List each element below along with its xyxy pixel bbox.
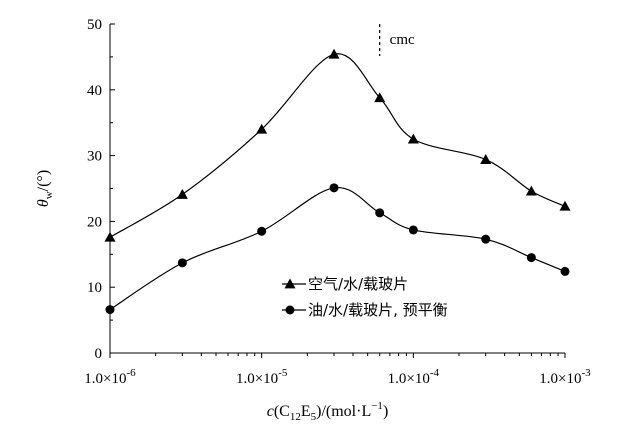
x-tick-label: 1.0×10-4 — [388, 367, 440, 387]
data-point — [256, 123, 268, 134]
x-tick-label: 1.0×10-3 — [539, 367, 591, 387]
data-point — [105, 305, 115, 315]
data-point — [329, 183, 339, 193]
x-label-var: c — [267, 403, 274, 420]
data-point — [408, 225, 418, 235]
x-tick-mantissa: 1.0×10 — [236, 371, 278, 387]
x-label-part: (C — [274, 403, 290, 420]
x-label-part: )/(mol·L — [316, 403, 371, 420]
x-label-sub: 12 — [290, 411, 301, 423]
y-tick-label: 50 — [87, 17, 102, 33]
x-label-part: E — [301, 403, 311, 420]
legend-label: 油/水/载玻片, 预平衡 — [308, 301, 448, 319]
legend-marker — [284, 278, 296, 289]
legend-marker — [285, 305, 295, 315]
x-tick-mantissa: 1.0×10 — [84, 371, 126, 387]
x-tick-exponent: -5 — [278, 367, 288, 379]
series-1 — [104, 48, 571, 242]
y-label-sub: w — [43, 191, 55, 199]
data-point — [525, 185, 537, 196]
data-point — [407, 133, 419, 144]
y-tick-label: 40 — [87, 83, 102, 99]
x-tick-label: 1.0×10-5 — [236, 367, 288, 387]
data-point — [480, 154, 492, 164]
x-label-part: ) — [383, 403, 388, 420]
y-tick-label: 30 — [87, 149, 102, 165]
data-point — [177, 258, 187, 268]
y-label-part: /(°) — [35, 170, 52, 192]
y-tick-label: 10 — [87, 280, 102, 296]
x-tick-exponent: -6 — [127, 367, 137, 379]
x-tick-mantissa: 1.0×10 — [388, 371, 430, 387]
y-tick-label: 0 — [95, 346, 103, 362]
data-point — [104, 231, 116, 242]
x-axis-label: c(C12E5)/(mol·L−1) — [267, 400, 389, 423]
series-line — [109, 187, 566, 311]
x-tick-exponent: -4 — [430, 367, 440, 379]
series-line — [109, 53, 566, 238]
data-point — [526, 253, 536, 263]
data-point — [481, 234, 491, 244]
data-point — [375, 208, 385, 218]
x-label-sup: −1 — [371, 400, 383, 412]
legend-label: 空气/水/载玻片 — [308, 275, 408, 293]
data-point — [257, 226, 267, 236]
y-axis-label: θw/(°) — [35, 170, 55, 207]
y-label-var: θ — [35, 199, 52, 207]
data-point — [328, 48, 340, 59]
x-tick-exponent: -3 — [582, 367, 592, 379]
data-point — [559, 200, 571, 211]
y-tick-label: 20 — [87, 214, 102, 230]
x-tick-mantissa: 1.0×10 — [539, 371, 581, 387]
x-tick-label: 1.0×10-6 — [84, 367, 136, 387]
data-point — [176, 188, 188, 199]
data-point — [560, 266, 570, 276]
data-point — [374, 92, 386, 103]
cmc-annotation: cmc — [390, 32, 415, 48]
series-2 — [105, 183, 570, 315]
x-label-sub: 5 — [311, 411, 317, 423]
